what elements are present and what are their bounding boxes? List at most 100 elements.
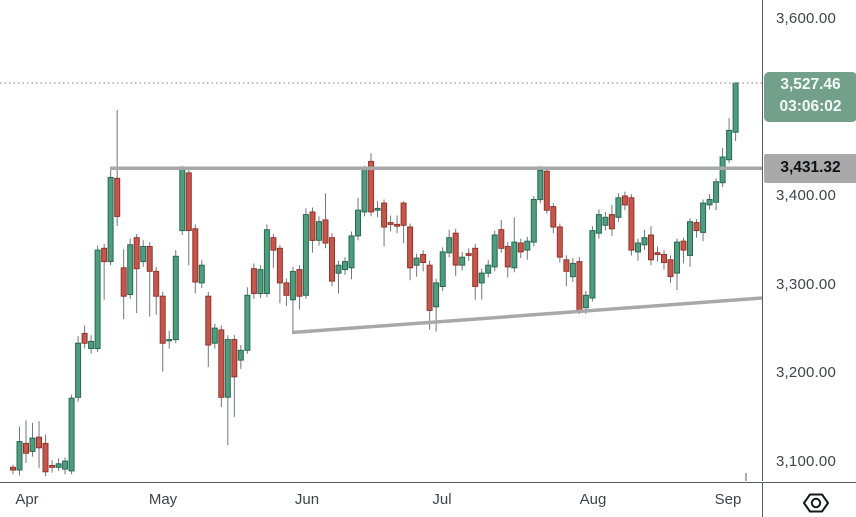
candle-body [602, 216, 609, 226]
price-axis[interactable]: 3,600.00 3,400.00 3,300.00 3,200.00 3,100.00… [762, 0, 856, 481]
candle-body [329, 237, 335, 282]
candle-body [296, 269, 303, 297]
candle-body [465, 253, 472, 256]
candle-body [563, 259, 570, 272]
candle-body [687, 221, 693, 256]
candle-body [635, 242, 641, 253]
candle-body [661, 254, 667, 263]
chart-area[interactable] [0, 0, 762, 481]
time-axis-label: May [148, 491, 178, 508]
candle-body [446, 237, 453, 254]
candle-body [700, 202, 707, 233]
candle-body [120, 267, 127, 297]
candle-body [589, 230, 596, 299]
candle-body [250, 268, 257, 295]
candle-body [706, 199, 713, 206]
time-axis-label: Sep [714, 491, 742, 508]
candle-body [459, 256, 466, 266]
price-axis-label: 3,200.00 [776, 364, 836, 382]
candle-body [439, 251, 446, 287]
candle-body [302, 214, 309, 296]
time-axis-label: Apr [15, 491, 39, 508]
candle-body [29, 437, 36, 452]
candle-body [556, 226, 563, 258]
candle-body [218, 329, 225, 398]
candle-body [276, 247, 283, 284]
ascending-trendline [291, 296, 762, 335]
candle-body [582, 294, 589, 309]
candle-body [211, 327, 218, 344]
candle-body [374, 207, 381, 211]
time-axis-label: Jul [432, 491, 452, 508]
candle-body [550, 206, 557, 228]
candle-body [524, 240, 531, 251]
candle-body [667, 259, 674, 278]
candle-body [726, 129, 733, 161]
candle-body [146, 246, 153, 272]
candle-body [413, 257, 420, 266]
candle-body [407, 226, 414, 269]
candle-body [224, 339, 231, 398]
axis-corner-divider [762, 483, 763, 517]
candle-body [36, 436, 42, 449]
candle-body [94, 249, 101, 350]
candle-body [504, 246, 511, 268]
price-axis-label: 3,400.00 [776, 187, 836, 204]
candle-body [595, 214, 602, 234]
candle-body [537, 169, 544, 201]
candle-body [478, 272, 485, 284]
candle-body [172, 255, 179, 341]
candle-body [133, 237, 140, 270]
candle-body [387, 222, 394, 225]
time-axis-label: Jun [294, 491, 320, 508]
bar-countdown: 03:06:02 [779, 98, 842, 116]
candle-body [322, 219, 329, 244]
candle-body [42, 442, 49, 473]
eye-hexagon-icon[interactable] [800, 492, 832, 514]
candle-body [355, 209, 361, 237]
candle-body [114, 177, 121, 217]
candle-body [472, 247, 479, 287]
candlestick-chart[interactable] [0, 0, 762, 481]
candle-body [628, 197, 635, 251]
candle-body [361, 168, 368, 213]
candle-body [394, 223, 401, 227]
candle-body [289, 270, 296, 301]
candle-body [309, 211, 316, 241]
candle-body [426, 264, 433, 311]
candle-body [348, 235, 355, 269]
candle-body [283, 282, 290, 296]
candle-body [713, 181, 720, 203]
level-price-value: 3,431.32 [780, 159, 841, 177]
candle-body [49, 465, 56, 468]
candle-body [153, 270, 160, 297]
candle-body [674, 241, 680, 274]
time-axis-label: Aug [579, 491, 607, 508]
candle-body [179, 168, 186, 232]
candle-body [621, 195, 628, 206]
candle-body [530, 199, 537, 243]
candle-body [569, 262, 576, 278]
candle-body [316, 221, 322, 241]
candle-body [205, 295, 212, 346]
candle-body [648, 234, 654, 261]
candle-body [732, 82, 739, 133]
candle-body [159, 295, 166, 344]
candle-body [198, 264, 205, 284]
candle-body [244, 294, 251, 351]
candle-body [127, 244, 134, 296]
time-axis[interactable]: Apr May Jun Jul Aug Sep [0, 482, 856, 517]
candle-body [452, 232, 459, 266]
candle-body [270, 237, 277, 251]
candle-body [342, 261, 348, 271]
candle-body [23, 442, 29, 454]
candle-body [237, 349, 244, 361]
price-axis-label: 3,100.00 [776, 453, 836, 470]
candle-body [10, 466, 16, 471]
candle-body [400, 202, 407, 226]
candle-body [381, 202, 388, 228]
candle-body [68, 397, 75, 472]
candle-body [420, 254, 427, 263]
candle-body [257, 269, 264, 295]
